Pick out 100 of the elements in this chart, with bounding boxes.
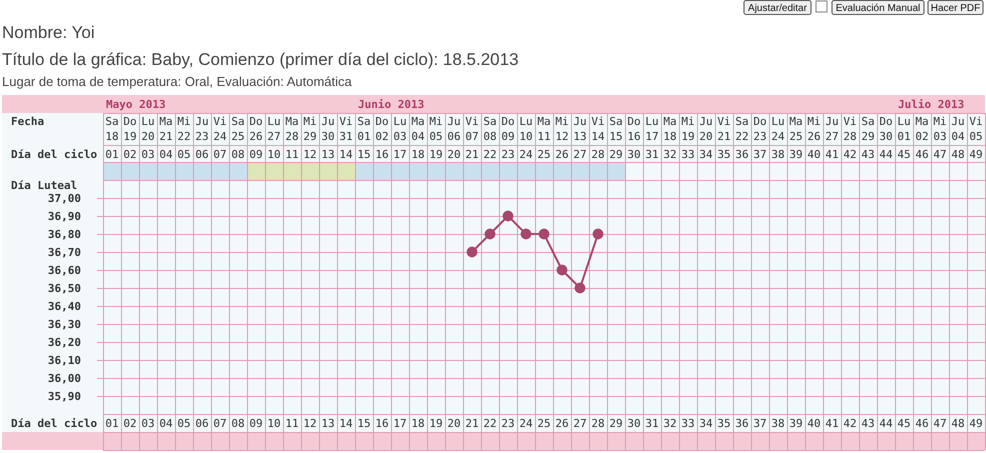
x2-tick-label: Ju 04 bbox=[951, 115, 965, 143]
category-label: 49 bbox=[969, 148, 983, 161]
category-label: 46 bbox=[915, 148, 929, 161]
x2-tick-label: Lu 03 bbox=[393, 115, 407, 143]
x-tick-label: 23 bbox=[501, 417, 515, 430]
chart-title: Nombre: Yoi bbox=[2, 23, 95, 42]
text: Día Luteal bbox=[11, 179, 78, 192]
x-tick-label: 36 bbox=[735, 417, 749, 430]
x2-tick-label: Lu 17 bbox=[645, 115, 659, 143]
text: Junio 2013 bbox=[358, 98, 424, 111]
x-tick-label: 44 bbox=[879, 417, 893, 430]
x2-tick-label: Sa 25 bbox=[231, 115, 245, 143]
text: Mayo 2013 bbox=[106, 98, 166, 111]
x2-tick-label: Do 19 bbox=[123, 115, 137, 143]
x-tick-label: 21 bbox=[465, 417, 479, 430]
category-label: 41 bbox=[825, 148, 839, 161]
x-tick-label: 31 bbox=[645, 417, 659, 430]
y-tick-label: 36,50 bbox=[48, 282, 81, 295]
x2-tick-label: Mi 12 bbox=[555, 115, 569, 143]
category-label: 30 bbox=[627, 148, 641, 161]
button: Evaluación Manual bbox=[832, 0, 924, 15]
x2-tick-label: Ma 25 bbox=[789, 115, 803, 143]
category-label: 13 bbox=[321, 148, 335, 161]
category-label: 28 bbox=[591, 148, 605, 161]
category-label: 34 bbox=[699, 148, 713, 161]
x2-tick-label: Mi 26 bbox=[807, 115, 821, 143]
x2-tick-label: Do 30 bbox=[879, 115, 893, 143]
category-label: 09 bbox=[249, 148, 263, 161]
x2-tick-label: Ju 23 bbox=[195, 115, 209, 143]
x2-tick-label: Ju 30 bbox=[321, 115, 335, 143]
chart-subtitle: Título de la gráfica: Baby, Comienzo (primer día del ciclo): 18.5.2013 bbox=[2, 50, 519, 69]
x-tick-label: 13 bbox=[321, 417, 335, 430]
point bbox=[520, 228, 532, 240]
x2-tick-label: Do 16 bbox=[627, 115, 641, 143]
category-label: 16 bbox=[375, 148, 389, 161]
y-tick-label: 37,00 bbox=[48, 192, 81, 205]
x2-tick-label: Vi 21 bbox=[717, 115, 731, 143]
category-label: 10 bbox=[267, 148, 281, 161]
x-tick-label: 02 bbox=[123, 417, 137, 430]
category-label: 12 bbox=[303, 148, 317, 161]
point bbox=[502, 210, 514, 222]
category-label: 11 bbox=[285, 148, 299, 161]
x2-tick-label: Ma 18 bbox=[663, 115, 677, 143]
x2-tick-label: Lu 24 bbox=[771, 115, 785, 143]
category-label: 29 bbox=[609, 148, 623, 161]
x2-tick-label: Ju 27 bbox=[825, 115, 839, 143]
point bbox=[538, 228, 550, 240]
category-label: 42 bbox=[843, 148, 857, 161]
x2-tick-label: Lu 10 bbox=[519, 115, 533, 143]
x2-tick-label: Do 23 bbox=[753, 115, 767, 143]
x-tick-label: 35 bbox=[717, 417, 731, 430]
x-tick-label: 41 bbox=[825, 417, 839, 430]
category-label: 25 bbox=[537, 148, 551, 161]
x2-tick-label: Do 26 bbox=[249, 115, 263, 143]
category-label: 44 bbox=[879, 148, 893, 161]
x-tick-label: 22 bbox=[483, 417, 497, 430]
category-label: 21 bbox=[465, 148, 479, 161]
x-tick-label: 48 bbox=[951, 417, 965, 430]
x2-tick-label: Do 02 bbox=[375, 115, 389, 143]
x-tick-label: 19 bbox=[429, 417, 443, 430]
category-label: 01 bbox=[105, 148, 119, 161]
x-tick-label: 42 bbox=[843, 417, 857, 430]
text: Día del ciclo bbox=[11, 148, 98, 161]
category-label: 31 bbox=[645, 148, 659, 161]
x2-tick-label: Sa 08 bbox=[483, 115, 497, 143]
x-tick-label: 20 bbox=[447, 417, 461, 430]
x2-tick-label: Ma 11 bbox=[537, 115, 551, 143]
category-label: 19 bbox=[429, 148, 443, 161]
text: Julio 2013 bbox=[898, 98, 964, 111]
x-tick-label: 34 bbox=[699, 417, 713, 430]
category-label: 14 bbox=[339, 148, 353, 161]
category-label: 38 bbox=[771, 148, 785, 161]
text: Fecha bbox=[11, 115, 44, 128]
x-tick-label: 27 bbox=[573, 417, 587, 430]
x2-tick-label: Sa 15 bbox=[609, 115, 623, 143]
x-tick-label: 10 bbox=[267, 417, 281, 430]
category-label: 35 bbox=[717, 148, 731, 161]
x-tick-label: 30 bbox=[627, 417, 641, 430]
x2-tick-label: Vi 24 bbox=[213, 115, 227, 143]
text: Lugar de toma de temperatura: Oral, Evaluación: Automática bbox=[2, 74, 353, 89]
category-label: 15 bbox=[357, 148, 371, 161]
category-label: 43 bbox=[861, 148, 875, 161]
category-label: 36 bbox=[735, 148, 749, 161]
x2-tick-label: Mi 22 bbox=[177, 115, 191, 143]
category-label: 40 bbox=[807, 148, 821, 161]
x-tick-label: 07 bbox=[213, 417, 227, 430]
x-tick-label: 09 bbox=[249, 417, 263, 430]
x2-tick-label: Mi 19 bbox=[681, 115, 695, 143]
category-label: 48 bbox=[951, 148, 965, 161]
x-tick-label: 45 bbox=[897, 417, 911, 430]
x-tick-label: 49 bbox=[969, 417, 983, 430]
x-tick-label: 28 bbox=[591, 417, 605, 430]
x2-tick-label: Lu 01 bbox=[897, 115, 911, 143]
x2-tick-label: Vi 14 bbox=[591, 115, 605, 143]
x2-tick-label: Sa 18 bbox=[105, 115, 119, 143]
x-tick-label: 43 bbox=[861, 417, 875, 430]
category-label: 07 bbox=[213, 148, 227, 161]
x-tick-label: 33 bbox=[681, 417, 695, 430]
x-tick-label: 37 bbox=[753, 417, 767, 430]
category-label: 05 bbox=[177, 148, 191, 161]
